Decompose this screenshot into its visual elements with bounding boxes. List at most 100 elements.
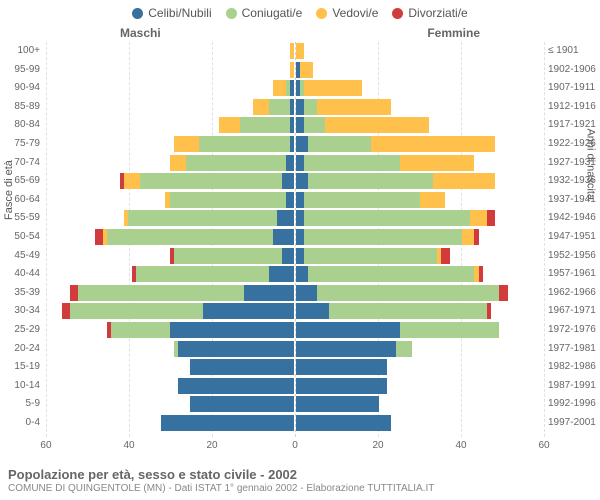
- bar-segment: [107, 229, 273, 245]
- bar-segment: [178, 378, 294, 394]
- pyramid-row: 90-941907-1911: [45, 79, 545, 98]
- age-label: 75-79: [0, 135, 40, 154]
- bar-segment: [304, 192, 420, 208]
- bar-segment: [317, 99, 392, 115]
- bar-segment: [296, 303, 329, 319]
- age-label: 100+: [0, 42, 40, 61]
- birth-year-label: 1942-1946: [548, 209, 600, 228]
- population-pyramid-chart: Celibi/NubiliConiugati/eVedovi/eDivorzia…: [0, 0, 600, 500]
- bar-segment: [190, 359, 294, 375]
- bar-segment: [487, 303, 491, 319]
- age-label: 65-69: [0, 172, 40, 191]
- bar-segment: [290, 43, 294, 59]
- bar-female: [296, 117, 429, 133]
- bar-segment: [62, 303, 70, 319]
- legend-swatch: [392, 8, 403, 19]
- legend-item: Divorziati/e: [392, 6, 467, 20]
- bar-segment: [308, 173, 433, 189]
- bar-segment: [140, 173, 281, 189]
- birth-year-label: 1947-1951: [548, 228, 600, 247]
- birth-year-label: 1937-1941: [548, 191, 600, 210]
- bar-male: [174, 341, 294, 357]
- pyramid-row: 5-91992-1996: [45, 395, 545, 414]
- pyramid-row: 100+≤ 1901: [45, 42, 545, 61]
- bar-segment: [282, 173, 294, 189]
- bar-male: [70, 285, 294, 301]
- bar-segment: [296, 396, 379, 412]
- bar-female: [296, 229, 479, 245]
- x-tick: 60: [538, 440, 549, 451]
- birth-year-label: ≤ 1901: [548, 42, 600, 61]
- bar-segment: [174, 136, 199, 152]
- pyramid-row: 40-441957-1961: [45, 265, 545, 284]
- birth-year-label: 1972-1976: [548, 321, 600, 340]
- pyramid-row: 0-41997-2001: [45, 414, 545, 433]
- bar-segment: [290, 99, 294, 115]
- bar-female: [296, 62, 313, 78]
- bar-segment: [95, 229, 103, 245]
- bar-segment: [296, 155, 304, 171]
- birth-year-label: 1982-1986: [548, 358, 600, 377]
- bar-female: [296, 285, 508, 301]
- age-label: 25-29: [0, 321, 40, 340]
- bar-segment: [479, 266, 483, 282]
- bar-segment: [304, 229, 462, 245]
- bar-segment: [219, 117, 240, 133]
- bar-segment: [329, 303, 487, 319]
- pyramid-row: 30-341967-1971: [45, 302, 545, 321]
- bar-female: [296, 99, 391, 115]
- bar-segment: [296, 378, 387, 394]
- bar-female: [296, 210, 495, 226]
- bar-male: [170, 248, 294, 264]
- bar-segment: [286, 155, 294, 171]
- bar-female: [296, 248, 450, 264]
- legend: Celibi/NubiliConiugati/eVedovi/eDivorzia…: [0, 0, 600, 20]
- birth-year-label: 1927-1931: [548, 154, 600, 173]
- birth-year-label: 1922-1926: [548, 135, 600, 154]
- bar-segment: [170, 322, 295, 338]
- pyramid-row: 25-291972-1976: [45, 321, 545, 340]
- age-label: 55-59: [0, 209, 40, 228]
- bar-segment: [296, 359, 387, 375]
- legend-swatch: [132, 8, 143, 19]
- age-label: 40-44: [0, 265, 40, 284]
- pyramid-row: 95-991902-1906: [45, 61, 545, 80]
- x-tick: 20: [372, 440, 383, 451]
- bar-segment: [136, 266, 269, 282]
- pyramid-row: 50-541947-1951: [45, 228, 545, 247]
- bar-segment: [433, 173, 495, 189]
- bar-segment: [240, 117, 290, 133]
- bar-female: [296, 155, 474, 171]
- age-label: 30-34: [0, 302, 40, 321]
- bar-male: [161, 415, 294, 431]
- bar-male: [107, 322, 294, 338]
- bar-male: [132, 266, 294, 282]
- bar-female: [296, 266, 483, 282]
- bar-female: [296, 396, 379, 412]
- bar-segment: [296, 341, 396, 357]
- bar-segment: [304, 99, 316, 115]
- bar-female: [296, 415, 391, 431]
- age-label: 10-14: [0, 377, 40, 396]
- x-tick: 20: [206, 440, 217, 451]
- age-label: 0-4: [0, 414, 40, 433]
- bar-female: [296, 43, 304, 59]
- bar-segment: [203, 303, 294, 319]
- legend-label: Coniugati/e: [242, 6, 303, 20]
- bar-segment: [304, 155, 399, 171]
- bar-male: [190, 396, 294, 412]
- birth-year-label: 1952-1956: [548, 247, 600, 266]
- bar-segment: [128, 210, 277, 226]
- legend-swatch: [226, 8, 237, 19]
- pyramid-row: 45-491952-1956: [45, 247, 545, 266]
- bar-segment: [273, 229, 294, 245]
- label-female: Femmine: [427, 26, 480, 40]
- pyramid-row: 15-191982-1986: [45, 358, 545, 377]
- bar-segment: [462, 229, 474, 245]
- birth-year-label: 1992-1996: [548, 395, 600, 414]
- age-label: 5-9: [0, 395, 40, 414]
- bar-segment: [470, 210, 487, 226]
- x-tick: 0: [292, 440, 298, 451]
- bar-segment: [308, 136, 370, 152]
- bar-segment: [290, 62, 294, 78]
